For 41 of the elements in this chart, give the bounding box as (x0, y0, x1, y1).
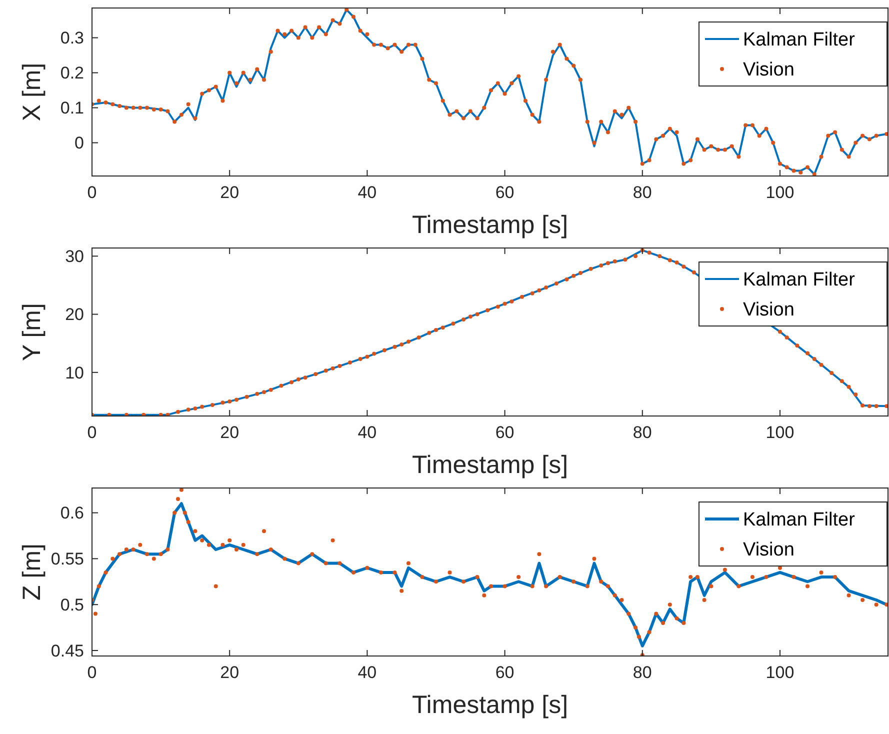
y-axis-title: Z [m] (18, 544, 46, 600)
x-tick-label: 0 (87, 183, 97, 202)
legend-label: Kalman Filter (743, 30, 856, 51)
x-tick-label: 80 (632, 423, 652, 442)
x-tick-label: 80 (632, 663, 652, 682)
y-tick-label: 30 (65, 247, 84, 266)
legend-label: Kalman Filter (743, 270, 856, 291)
x-tick-label: 40 (358, 663, 377, 682)
y-tick-label: 0.3 (60, 28, 84, 48)
y-tick-label: 0.45 (50, 641, 84, 660)
x-tick-label: 60 (495, 423, 514, 442)
x-tick-label: 40 (358, 183, 377, 202)
y-tick-label: 0.2 (60, 64, 84, 83)
y-tick-label: 0.55 (50, 550, 84, 569)
y-tick-label: 0.1 (60, 98, 84, 118)
x-axis-title: Timestamp [s] (412, 451, 568, 479)
x-tick-label: 40 (358, 423, 377, 442)
legend-label: Vision (743, 540, 794, 561)
x-tick-label: 0 (87, 423, 97, 442)
x-axis-title: Timestamp [s] (412, 691, 568, 719)
y-tick-label: 10 (65, 363, 84, 382)
y-axis-title: Y [m] (18, 303, 46, 361)
x-tick-label: 20 (220, 663, 240, 682)
x-tick-label: 80 (632, 183, 652, 202)
x-tick-label: 60 (495, 663, 514, 682)
y-axis-title: X [m] (18, 62, 46, 122)
x-tick-label: 100 (766, 183, 794, 202)
legend-label: Kalman Filter (743, 510, 856, 531)
y-tick-label: 0 (74, 134, 84, 153)
x-tick-label: 0 (87, 663, 97, 682)
x-tick-label: 60 (495, 183, 514, 202)
x-tick-label: 20 (220, 423, 240, 442)
x-tick-label: 20 (220, 183, 240, 202)
legend-label: Vision (743, 60, 794, 81)
x-tick-label: 100 (766, 423, 794, 442)
y-tick-label: 20 (65, 305, 84, 324)
y-tick-label: 0.6 (60, 504, 84, 523)
legend-label: Vision (743, 300, 794, 321)
y-tick-label: 0.5 (60, 596, 84, 615)
x-axis-title: Timestamp [s] (412, 211, 568, 239)
x-tick-label: 100 (766, 663, 794, 682)
